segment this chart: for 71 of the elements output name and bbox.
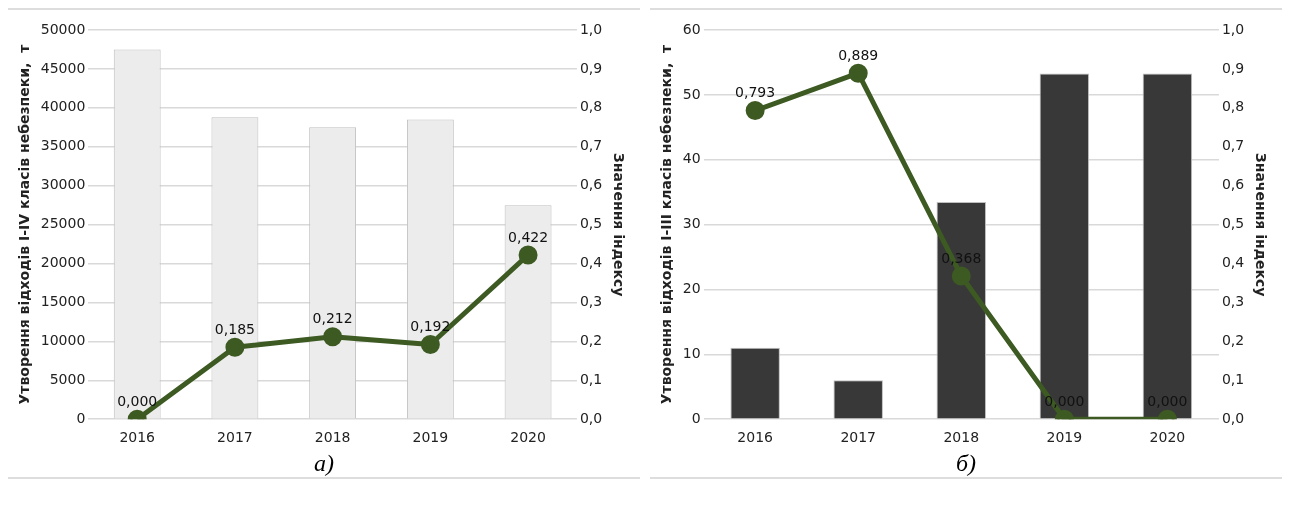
y-tick-label: 40 (682, 150, 701, 167)
y2-tick-label: 0,2 (579, 332, 603, 348)
y2-tick-label: 0,3 (579, 293, 603, 310)
point (323, 327, 343, 347)
y2-tick-label: 0,0 (579, 409, 603, 426)
y-tick-label: 50000 (40, 20, 86, 37)
x-tick-label: 2018 (943, 429, 980, 446)
y2-tick-label: 0,9 (1221, 59, 1245, 76)
y2-tick-label: 0,1 (579, 370, 603, 387)
y-tick-label: 30 (682, 215, 701, 232)
point (745, 101, 765, 121)
y2-tick-label: 0,7 (579, 137, 603, 154)
y-tick-label: 45000 (40, 59, 86, 76)
y2-tick-label: 0,5 (1221, 215, 1245, 232)
y-tick-label: 0 (691, 409, 701, 426)
y-axis-title: Утворення відходів I-III класів небезпеки, т (658, 44, 675, 405)
x-tick-label: 2020 (510, 429, 546, 446)
x-tick-label: 2017 (217, 429, 253, 446)
data-label: 0,185 (214, 320, 255, 337)
y-axis-title: Утворення відходів I-IV класів небезпеки, т (16, 43, 33, 405)
y-tick-label: 35000 (40, 137, 86, 154)
x-tick-label: 2016 (119, 429, 156, 446)
y2-tick-label: 0,6 (1221, 176, 1245, 193)
data-label: 0,000 (117, 392, 158, 409)
y-tick-label: 10 (682, 344, 701, 361)
y-tick-label: 25000 (40, 215, 86, 232)
point (848, 63, 868, 83)
point (420, 334, 440, 354)
data-label: 0,889 (838, 46, 879, 63)
y-tick-label: 50 (682, 85, 701, 102)
x-tick-label: 2019 (1046, 429, 1083, 446)
data-label: 0,212 (312, 310, 353, 327)
y-tick-label: 20 (682, 280, 701, 297)
y2-tick-label: 0,0 (1221, 409, 1245, 426)
y2-tick-label: 0,3 (1221, 293, 1245, 310)
data-label: 0,192 (410, 318, 451, 335)
y-tick-label: 5000 (49, 370, 86, 387)
y-tick-label: 40000 (40, 98, 86, 115)
y-tick-label: 10000 (40, 332, 86, 348)
y2-tick-label: 1,0 (1221, 20, 1245, 37)
y2-tick-label: 0,4 (1221, 254, 1245, 271)
y2-tick-label: 0,6 (579, 176, 603, 193)
y2-tick-label: 1,0 (579, 20, 603, 37)
data-label: 0,422 (508, 228, 549, 245)
y2-axis-title: Значення індексу (1252, 152, 1269, 297)
y2-tick-label: 0,9 (579, 59, 603, 76)
x-tick-label: 2017 (840, 429, 877, 446)
y-tick-label: 15000 (40, 293, 86, 310)
data-label: 0,793 (735, 84, 776, 101)
y2-tick-label: 0,5 (579, 215, 603, 232)
y2-axis-title: Значення індексу (610, 152, 627, 297)
y2-tick-label: 0,2 (1221, 332, 1245, 348)
x-tick-label: 2020 (1149, 429, 1186, 446)
point (518, 245, 538, 265)
text: б) (954, 450, 978, 477)
y-tick-label: 0 (76, 409, 86, 426)
text: а) (313, 450, 335, 477)
y2-tick-label: 0,8 (579, 98, 603, 115)
y-tick-label: 20000 (40, 254, 86, 271)
y-tick-label: 30000 (40, 176, 86, 193)
y-tick-label: 60 (682, 20, 701, 37)
y2-tick-label: 0,8 (1221, 98, 1245, 115)
data-label: 0,000 (1044, 392, 1085, 409)
x-tick-label: 2019 (412, 429, 449, 446)
x-tick-label: 2016 (737, 429, 774, 446)
y2-tick-label: 0,1 (1221, 370, 1245, 387)
y2-tick-label: 0,4 (579, 254, 603, 271)
data-label: 0,368 (941, 249, 982, 266)
y2-tick-label: 0,7 (1221, 137, 1245, 154)
point (225, 337, 245, 357)
x-tick-label: 2018 (314, 429, 351, 446)
